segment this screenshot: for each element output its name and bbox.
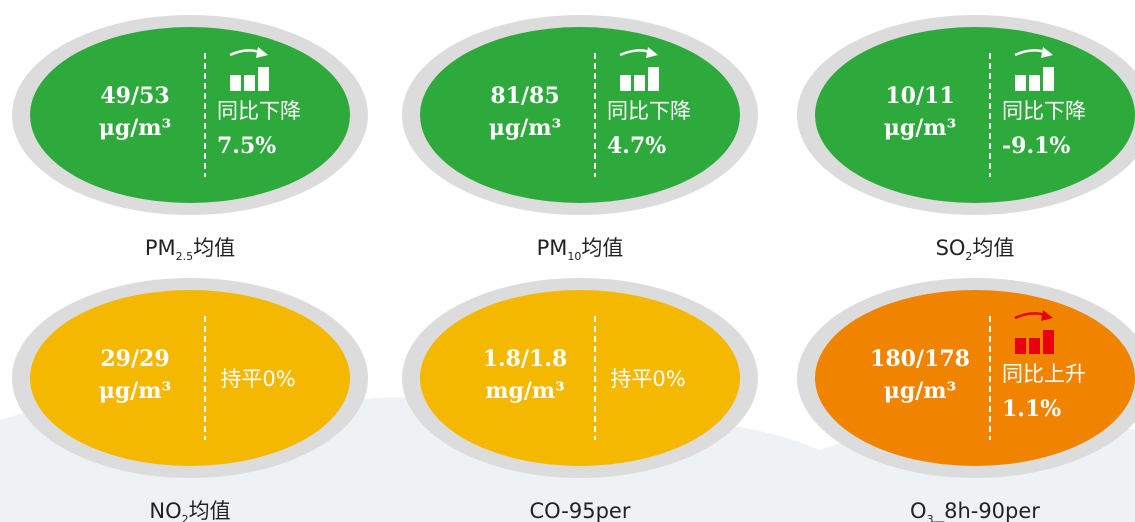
card-value: 10/11 xyxy=(885,83,954,109)
trend-text: 持平0% xyxy=(220,367,295,391)
card-value: 49/53 xyxy=(100,83,169,109)
trend-icon xyxy=(619,47,659,91)
icon-bar xyxy=(244,75,255,91)
label-sub: 2 xyxy=(965,250,972,263)
card-label: PM2.5均值 xyxy=(145,236,235,263)
icon-bar xyxy=(1015,338,1026,354)
icon-arrowhead xyxy=(1041,47,1053,58)
icon-bar xyxy=(1029,75,1040,91)
icon-bar xyxy=(230,75,241,91)
icon-arrowhead xyxy=(646,47,658,58)
label-suffix: 均值 xyxy=(189,499,231,522)
card-label: O3_8h-90per xyxy=(910,499,1040,522)
label-sub: 2 xyxy=(182,513,189,522)
icon-bar xyxy=(634,75,645,91)
card-body xyxy=(815,290,1135,466)
card-value: 180/178 xyxy=(870,346,970,372)
icon-bar xyxy=(1043,330,1054,354)
card-label: PM10均值 xyxy=(537,236,624,263)
icon-bar xyxy=(648,67,659,91)
card-unit: mg/m³ xyxy=(485,378,565,404)
trend-text: 同比上升 xyxy=(1002,362,1086,386)
trend-text: 同比下降 xyxy=(607,99,691,123)
icon-arrowhead xyxy=(1041,310,1053,321)
icon-bar xyxy=(1029,338,1040,354)
label-main: PM xyxy=(145,236,176,260)
label-main: SO xyxy=(936,236,966,260)
card-label: NO2均值 xyxy=(149,499,230,522)
label-suffix: 均值 xyxy=(581,236,623,260)
card-body xyxy=(30,27,350,203)
label-sub: 3 xyxy=(927,513,934,522)
icon-bar xyxy=(620,75,631,91)
label-main: O xyxy=(910,499,927,522)
trend-change: 4.7% xyxy=(607,133,666,159)
card-value: 1.8/1.8 xyxy=(483,346,568,372)
icon-bar xyxy=(258,67,269,91)
card-label: SO2均值 xyxy=(936,236,1015,263)
card-body xyxy=(420,290,740,466)
card-unit: μg/m³ xyxy=(884,378,956,404)
card-unit: μg/m³ xyxy=(489,115,561,141)
label-main: CO-95per xyxy=(530,499,631,522)
card-value: 81/85 xyxy=(490,83,559,109)
trend-change: 7.5% xyxy=(217,133,276,159)
card-unit: μg/m³ xyxy=(884,115,956,141)
trend-icon xyxy=(1014,310,1054,354)
label-main: NO xyxy=(149,499,181,522)
label-suffix: 均值 xyxy=(193,236,235,260)
trend-change: -9.1% xyxy=(1002,133,1070,159)
card-unit: μg/m³ xyxy=(99,378,171,404)
trend-change: 1.1% xyxy=(1002,396,1061,422)
icon-bar xyxy=(1015,75,1026,91)
trend-text: 同比下降 xyxy=(217,99,301,123)
label-main: PM xyxy=(537,236,568,260)
label-sub: 10 xyxy=(567,250,581,263)
card-body xyxy=(420,27,740,203)
card-body xyxy=(30,290,350,466)
icon-arrowhead xyxy=(256,47,268,58)
trend-text: 持平0% xyxy=(610,367,685,391)
trend-icon xyxy=(229,47,269,91)
card-value: 29/29 xyxy=(100,346,169,372)
card-label: CO-95per xyxy=(530,499,631,522)
card-unit: μg/m³ xyxy=(99,115,171,141)
label-suffix: 均值 xyxy=(972,236,1014,260)
icon-bar xyxy=(1043,67,1054,91)
card-body xyxy=(815,27,1135,203)
trend-text: 同比下降 xyxy=(1002,99,1086,123)
trend-icon xyxy=(1014,47,1054,91)
label-sub: 2.5 xyxy=(176,250,194,263)
label-suffix: _8h-90per xyxy=(933,499,1041,522)
